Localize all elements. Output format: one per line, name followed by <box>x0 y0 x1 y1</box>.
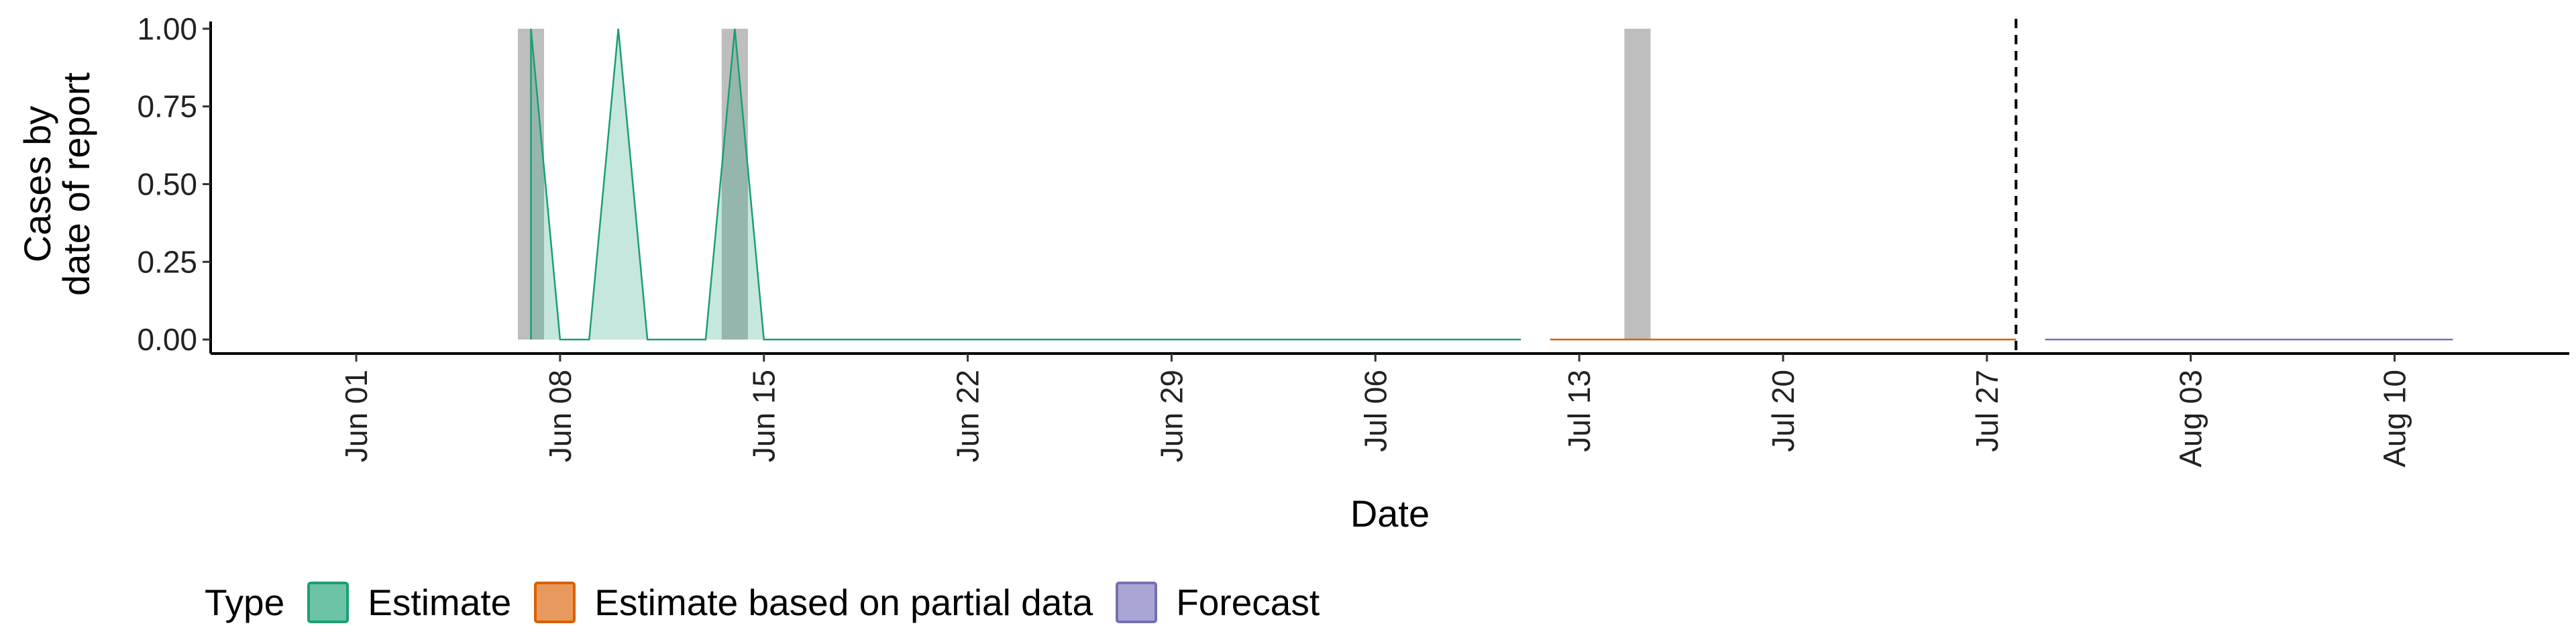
legend-key-forecast <box>1116 582 1158 623</box>
observed-bar <box>721 28 748 340</box>
x-tick-label: Jun 01 <box>339 370 374 462</box>
observed-bars <box>517 28 1651 340</box>
x-axis-title: Date <box>1350 492 1430 535</box>
y-tick-label: 0.25 <box>137 244 197 279</box>
legend: Type Estimate Estimate based on partial … <box>205 576 1342 629</box>
x-tick-label: Jun 15 <box>747 370 782 462</box>
legend-title: Type <box>205 582 285 623</box>
x-tick-label: Jul 06 <box>1358 370 1393 452</box>
legend-item-estimate: Estimate <box>307 581 511 624</box>
x-tick-label: Jul 13 <box>1562 370 1597 452</box>
observed-bar <box>1624 28 1651 340</box>
x-tick-label: Jun 08 <box>543 370 578 462</box>
series-area <box>531 28 1521 340</box>
x-tick-label: Jul 27 <box>1970 370 2004 452</box>
legend-key-estimate <box>307 582 350 623</box>
y-tick-label: 0.50 <box>137 167 197 202</box>
x-tick-label: Jun 22 <box>951 370 985 462</box>
axes <box>209 19 2569 355</box>
y-tick-label: 0.00 <box>137 322 197 357</box>
legend-item-partial: Estimate based on partial data <box>534 581 1093 624</box>
legend-label-estimate: Estimate <box>368 582 512 623</box>
series-areas <box>530 28 2453 341</box>
series-line <box>530 28 1521 341</box>
legend-key-partial <box>534 582 576 623</box>
y-tick-label: 0.75 <box>137 89 197 124</box>
y-tick-label: 1.00 <box>137 11 197 46</box>
x-tick-label: Jul 20 <box>1766 370 1801 452</box>
x-tick-label: Aug 03 <box>2174 370 2208 468</box>
x-tick-label: Jun 29 <box>1154 370 1189 462</box>
y-axis-title-line: date of report <box>55 72 97 297</box>
legend-label-forecast: Forecast <box>1176 582 1320 623</box>
chart: 0.00 0.25 0.50 0.75 1.00 Jun 01 Jun 08 Jun 15 Ju… <box>16 11 2569 535</box>
ticks: 0.00 0.25 0.50 0.75 1.00 Jun 01 Jun 08 Jun 15 Ju… <box>137 11 2412 468</box>
y-axis-title-line: Cases by <box>16 106 58 262</box>
legend-item-forecast: Forecast <box>1116 581 1320 624</box>
legend-label-partial: Estimate based on partial data <box>594 582 1093 623</box>
x-tick-label: Aug 10 <box>2377 370 2412 468</box>
